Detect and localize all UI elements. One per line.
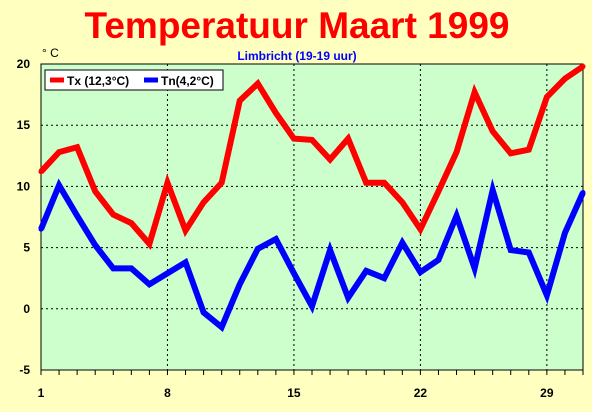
x-tick-label: 8 [164, 386, 171, 400]
data-point [327, 156, 333, 162]
data-point [255, 81, 261, 87]
data-point [363, 268, 369, 274]
data-point [454, 149, 460, 155]
data-point [219, 180, 225, 186]
data-point [92, 242, 98, 248]
data-point [399, 199, 405, 205]
data-point [309, 303, 315, 309]
data-point [472, 89, 478, 95]
data-point [291, 270, 297, 276]
y-tick-label: 15 [17, 118, 31, 132]
legend: Tx (12,3°C) Tn(4,2°C) [44, 69, 224, 91]
series-2 [38, 178, 586, 333]
data-point [183, 259, 189, 265]
data-point [345, 136, 351, 142]
data-point [544, 94, 550, 100]
data-point [237, 98, 243, 104]
data-point [526, 147, 532, 153]
data-point [435, 188, 441, 194]
data-point [562, 76, 568, 82]
y-tick-label: 5 [23, 241, 30, 255]
series-layer [38, 63, 586, 333]
data-point [417, 269, 423, 275]
data-point [183, 227, 189, 233]
data-point [580, 63, 586, 69]
x-tick-label: 22 [414, 386, 428, 400]
data-point [164, 180, 170, 186]
y-tick-label: -5 [19, 363, 30, 377]
data-point [363, 180, 369, 186]
data-point [38, 169, 44, 175]
plot-area [40, 63, 584, 371]
data-point [273, 236, 279, 242]
data-point [110, 212, 116, 218]
data-point [237, 281, 243, 287]
data-point [74, 213, 80, 219]
data-point [544, 292, 550, 298]
unit-label: ° C [42, 46, 59, 60]
data-point [399, 240, 405, 246]
data-point [255, 246, 261, 252]
data-point [164, 270, 170, 276]
data-point [526, 249, 532, 255]
data-point [345, 295, 351, 301]
data-point [508, 247, 514, 253]
data-point [201, 309, 207, 315]
data-point [490, 187, 496, 193]
chart-title: Temperatuur Maart 1999 [85, 5, 510, 46]
data-point [273, 110, 279, 116]
data-point [309, 137, 315, 143]
data-point [562, 230, 568, 236]
data-point [128, 220, 134, 226]
legend-box [44, 69, 224, 91]
legend-label: Tx (12,3°C) [67, 74, 129, 88]
data-point [110, 265, 116, 271]
data-point [454, 213, 460, 219]
data-point [490, 128, 496, 134]
y-tick-label: 10 [17, 179, 31, 193]
data-point [146, 241, 152, 247]
data-point [128, 265, 134, 271]
data-point [291, 136, 297, 142]
data-point [92, 188, 98, 194]
data-point [381, 180, 387, 186]
data-point [56, 149, 62, 155]
data-point [56, 182, 62, 188]
data-point [74, 144, 80, 150]
data-point [327, 247, 333, 253]
data-point [508, 150, 514, 156]
data-point [146, 281, 152, 287]
data-point [38, 226, 44, 232]
data-point [580, 190, 586, 196]
x-tick-label: 15 [287, 386, 301, 400]
data-point [219, 324, 225, 330]
data-point [472, 265, 478, 271]
series-1 [38, 63, 586, 251]
x-tick-label: 1 [38, 386, 45, 400]
data-point [201, 199, 207, 205]
data-point [381, 275, 387, 281]
x-tick-label: 29 [540, 386, 554, 400]
y-tick-label: 0 [23, 302, 30, 316]
data-point [435, 257, 441, 263]
chart-subtitle: Limbricht (19-19 uur) [237, 49, 356, 63]
axes: 20 15 10 5 0 -5 1 8 15 22 29 [17, 57, 584, 400]
legend-label: Tn(4,2°C) [161, 74, 214, 88]
y-tick-label: 20 [17, 57, 31, 71]
data-point [417, 226, 423, 232]
